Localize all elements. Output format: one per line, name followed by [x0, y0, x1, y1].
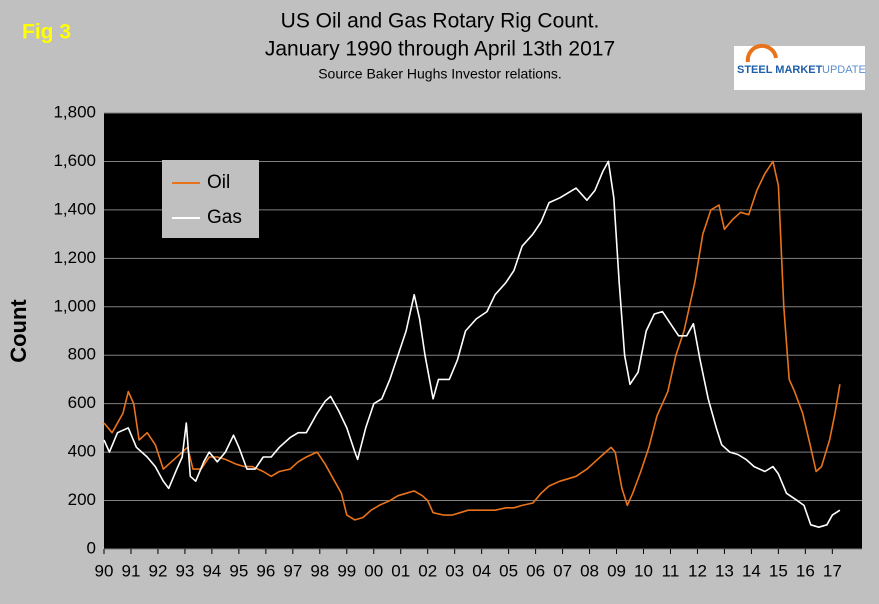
x-tick-label: 12 — [688, 561, 707, 580]
x-tick-label: 14 — [742, 561, 761, 580]
legend-label: Oil — [207, 172, 230, 193]
y-tick-label: 0 — [87, 538, 96, 557]
legend-box — [162, 160, 259, 238]
y-tick-label: 1,400 — [53, 199, 96, 218]
logo-text: UPDATE — [822, 64, 866, 76]
x-tick-label: 91 — [122, 561, 141, 580]
x-tick-label: 08 — [580, 561, 599, 580]
x-tick-label: 07 — [553, 561, 572, 580]
y-tick-label: 600 — [68, 393, 96, 412]
fig-label: Fig 3 — [22, 21, 71, 44]
x-tick-label: 96 — [256, 561, 275, 580]
x-tick-label: 95 — [229, 561, 248, 580]
chart-subtitle: Source Baker Hughs Investor relations. — [318, 66, 562, 82]
series-line — [103, 160, 841, 521]
x-tick-label: 97 — [283, 561, 302, 580]
y-axis-label: Count — [6, 299, 31, 363]
x-tick-label: 16 — [796, 561, 815, 580]
y-tick-label: 1,000 — [53, 296, 96, 315]
x-tick-label: 15 — [769, 561, 788, 580]
chart-title: January 1990 through April 13th 2017 — [265, 38, 615, 61]
x-tick-label: 99 — [337, 561, 356, 580]
x-tick-label: 98 — [310, 561, 329, 580]
logo-text: STEEL MARKET — [737, 64, 823, 76]
y-tick-label: 800 — [68, 345, 96, 364]
x-tick-label: 11 — [662, 561, 680, 580]
x-tick-label: 01 — [391, 561, 410, 580]
x-tick-label: 92 — [148, 561, 167, 580]
x-tick-label: 00 — [364, 561, 383, 580]
chart-title: US Oil and Gas Rotary Rig Count. — [281, 10, 600, 33]
x-tick-label: 03 — [445, 561, 464, 580]
x-tick-label: 94 — [202, 561, 221, 580]
series-line — [103, 160, 841, 528]
x-tick-label: 09 — [607, 561, 626, 580]
x-tick-label: 04 — [472, 561, 491, 580]
legend-label: Gas — [207, 207, 242, 228]
y-tick-label: 1,600 — [53, 151, 96, 170]
x-tick-label: 90 — [95, 561, 114, 580]
y-tick-label: 1,200 — [53, 248, 96, 267]
x-tick-label: 17 — [823, 561, 842, 580]
x-tick-label: 05 — [499, 561, 518, 580]
y-tick-label: 1,800 — [53, 102, 96, 121]
x-tick-label: 13 — [715, 561, 734, 580]
x-tick-label: 06 — [526, 561, 545, 580]
x-tick-label: 10 — [634, 561, 653, 580]
y-tick-label: 400 — [68, 442, 96, 461]
x-tick-label: 93 — [175, 561, 194, 580]
x-tick-label: 02 — [418, 561, 437, 580]
y-tick-label: 200 — [68, 490, 96, 509]
logo-swoosh — [745, 43, 778, 63]
logo-box — [734, 46, 865, 90]
